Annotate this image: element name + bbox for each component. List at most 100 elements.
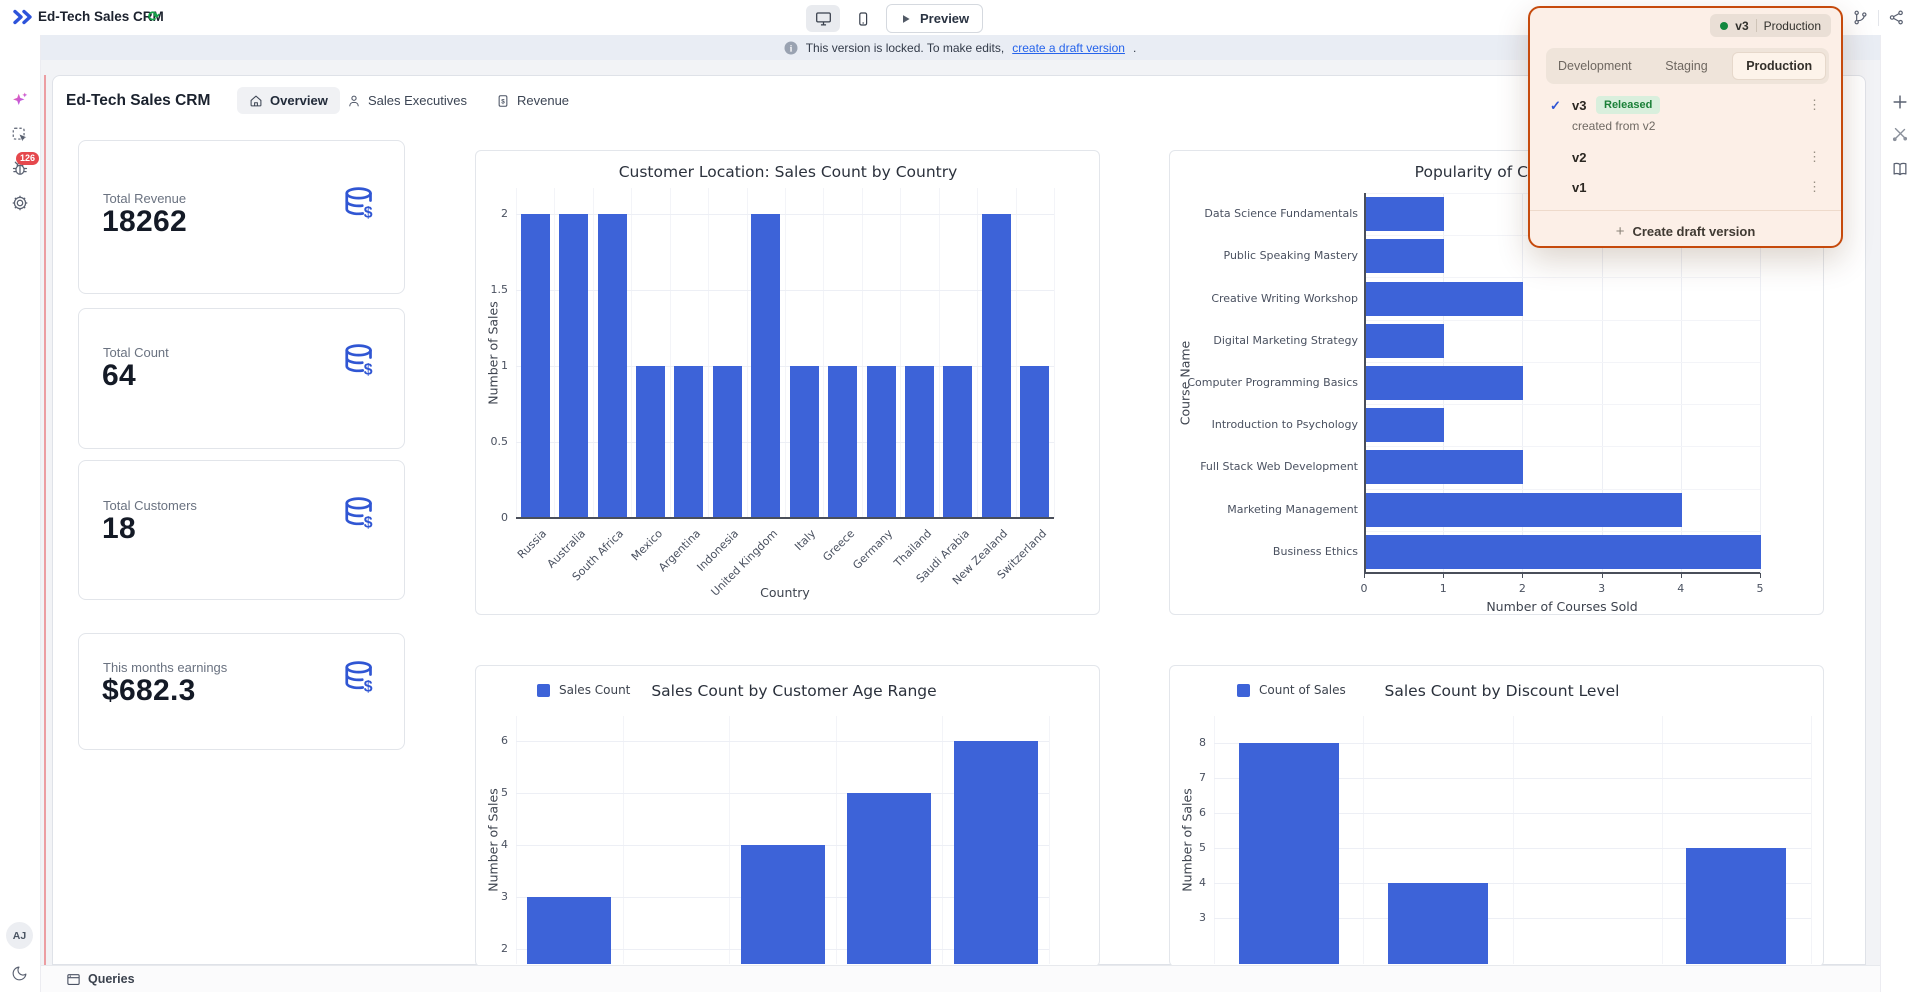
chart-sales-count-by-age-range: Sales Count Sales Count by Customer Age … bbox=[475, 665, 1100, 967]
app-logo[interactable] bbox=[12, 8, 36, 26]
chart-gl bbox=[1214, 883, 1811, 884]
chart-axis bbox=[516, 517, 1054, 519]
kebab-menu-icon[interactable]: ⋮ bbox=[1808, 97, 1821, 112]
create-draft-version-link[interactable]: create a draft version bbox=[1012, 40, 1125, 55]
released-badge: Released bbox=[1596, 96, 1661, 114]
chart-glv bbox=[1054, 188, 1055, 518]
version-row-v3[interactable]: ✓ v3 Released created from v2 ⋮ bbox=[1544, 96, 1831, 142]
chart-bar bbox=[1365, 281, 1524, 316]
chart-bar bbox=[740, 845, 825, 964]
chart-gl bbox=[1214, 848, 1811, 849]
chart-glv bbox=[938, 188, 940, 518]
git-branch-icon[interactable] bbox=[1852, 9, 1869, 26]
settings-gear-icon[interactable] bbox=[11, 194, 29, 212]
panel-divider bbox=[1530, 210, 1841, 211]
chart-tick: 2 bbox=[501, 942, 508, 955]
add-widget-plus-icon[interactable] bbox=[1891, 93, 1909, 111]
right-icon-rail bbox=[1880, 35, 1919, 992]
user-avatar[interactable]: AJ bbox=[6, 922, 33, 949]
chart-plot-area: 0 0.5 1 1.5 2 Russia Australia South Africa Mexi… bbox=[476, 151, 1099, 614]
chart-glv bbox=[861, 188, 863, 518]
desktop-view-button[interactable] bbox=[806, 5, 840, 32]
chart-bar bbox=[1387, 883, 1488, 964]
share-icon[interactable] bbox=[1888, 9, 1905, 26]
chart-tick: 3 bbox=[1598, 582, 1606, 595]
chart-cat: Russia bbox=[515, 527, 550, 562]
mobile-view-button[interactable] bbox=[846, 5, 880, 32]
chart-axis bbox=[1443, 573, 1445, 578]
current-version-label: v3 bbox=[1735, 18, 1749, 33]
chart-tick: 1.5 bbox=[490, 283, 509, 296]
pill-divider bbox=[1755, 19, 1757, 32]
version-row-v1[interactable]: v1 ⋮ bbox=[1544, 179, 1831, 202]
chart-tick: 7 bbox=[1199, 771, 1206, 784]
create-draft-version-button[interactable]: + Create draft version bbox=[1530, 218, 1841, 244]
chart-bar bbox=[1365, 239, 1445, 274]
chart-glv bbox=[942, 716, 944, 964]
chart-cat-h: Introduction to Psychology bbox=[1211, 418, 1358, 432]
chart-cat-h: Creative Writing Workshop bbox=[1211, 291, 1358, 305]
docs-book-icon[interactable] bbox=[1891, 160, 1909, 178]
chart-tick: 2 bbox=[501, 207, 508, 220]
environment-tabs: Development Staging Production bbox=[1546, 48, 1829, 84]
chart-glv bbox=[900, 188, 902, 518]
version-manager-panel: v3 Production Development Staging Produc… bbox=[1528, 6, 1843, 248]
debug-count-badge: 126 bbox=[16, 152, 40, 165]
tab-label: Overview bbox=[270, 93, 328, 108]
x-axis-label: Number of Courses Sold bbox=[1486, 599, 1638, 614]
stat-value: $682.3 bbox=[102, 674, 196, 707]
chart-cat: Germany bbox=[850, 527, 896, 572]
chart-tick: 1 bbox=[501, 359, 508, 372]
select-mode-icon[interactable] bbox=[11, 126, 29, 144]
version-name: v2 bbox=[1572, 150, 1587, 165]
chart-bar bbox=[1365, 450, 1524, 485]
current-version-pill[interactable]: v3 Production bbox=[1710, 14, 1831, 37]
chart-gl bbox=[516, 366, 1054, 367]
queries-panel-toggle[interactable]: Queries bbox=[66, 972, 135, 987]
canvas-left-accent-line bbox=[44, 75, 46, 965]
tab-overview[interactable]: Overview bbox=[237, 87, 340, 114]
chart-gl bbox=[1214, 743, 1811, 744]
chart-gl bbox=[516, 214, 1054, 215]
preview-button[interactable]: Preview bbox=[886, 4, 984, 33]
ai-assistant-icon[interactable] bbox=[11, 91, 29, 109]
chart-glv bbox=[1049, 716, 1050, 964]
chart-glv bbox=[1364, 446, 1760, 448]
chart-bar bbox=[943, 366, 973, 518]
chart-glv bbox=[729, 716, 731, 964]
check-icon: ✓ bbox=[1550, 98, 1561, 113]
design-tools-icon[interactable] bbox=[1891, 125, 1909, 143]
svg-text:i: i bbox=[789, 43, 792, 53]
chart-tick: 3 bbox=[501, 890, 508, 903]
env-tab-staging[interactable]: Staging bbox=[1665, 59, 1708, 73]
chart-bar bbox=[953, 741, 1038, 964]
tab-revenue[interactable]: $ Revenue bbox=[484, 87, 581, 114]
chart-glv bbox=[669, 188, 671, 518]
chart-bar bbox=[828, 366, 858, 518]
env-tab-development[interactable]: Development bbox=[1558, 59, 1632, 73]
env-tab-production[interactable]: Production bbox=[1732, 52, 1827, 80]
chart-bar bbox=[597, 214, 627, 518]
chart-glv bbox=[746, 188, 748, 518]
tab-sales-executives[interactable]: Sales Executives bbox=[335, 87, 479, 114]
chart-glv bbox=[1363, 716, 1365, 964]
kebab-menu-icon[interactable]: ⋮ bbox=[1808, 179, 1821, 194]
queries-panel-icon bbox=[66, 972, 81, 987]
chart-bar bbox=[1686, 848, 1787, 964]
topbar-divider bbox=[1878, 10, 1879, 26]
kebab-menu-icon[interactable]: ⋮ bbox=[1808, 149, 1821, 164]
chart-glv bbox=[554, 188, 556, 518]
chart-cat-h: Public Speaking Mastery bbox=[1223, 249, 1358, 263]
chart-tick: 5 bbox=[1199, 841, 1206, 854]
info-icon: i bbox=[784, 41, 798, 55]
version-row-v2[interactable]: v2 ⋮ bbox=[1544, 149, 1831, 172]
chart-glv bbox=[1364, 404, 1760, 406]
chart-bar bbox=[981, 214, 1011, 518]
chart-cat-h: Full Stack Web Development bbox=[1200, 460, 1358, 474]
chart-bar bbox=[751, 214, 781, 518]
dark-mode-moon-icon[interactable] bbox=[11, 965, 29, 983]
chart-cat-h: Data Science Fundamentals bbox=[1204, 207, 1358, 221]
create-draft-label: Create draft version bbox=[1632, 223, 1756, 239]
stat-value: 64 bbox=[102, 359, 136, 392]
